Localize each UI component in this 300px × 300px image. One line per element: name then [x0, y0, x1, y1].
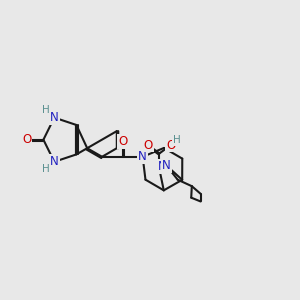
Text: O: O — [144, 139, 153, 152]
Text: N: N — [50, 155, 59, 168]
Text: N: N — [50, 111, 59, 124]
Text: N: N — [138, 150, 147, 163]
Text: O: O — [22, 133, 32, 146]
Text: O: O — [166, 139, 175, 152]
Text: H: H — [173, 135, 180, 145]
Text: N: N — [158, 160, 167, 173]
Text: O: O — [118, 135, 127, 148]
Text: N: N — [162, 159, 171, 172]
Text: H: H — [42, 164, 49, 174]
Text: H: H — [42, 105, 49, 115]
